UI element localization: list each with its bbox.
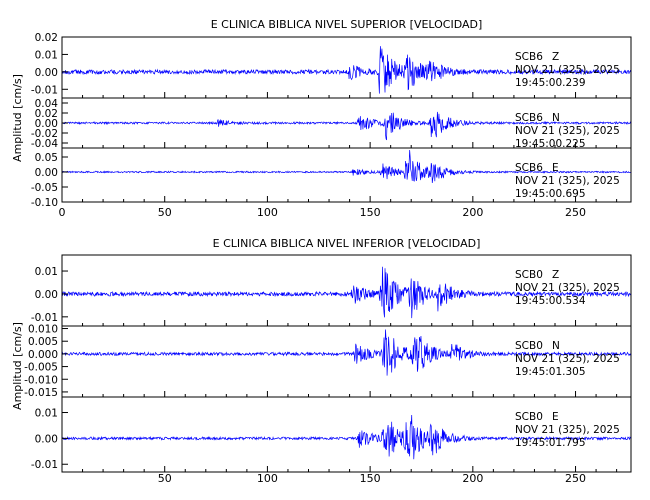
y-tick-label: -0.005 bbox=[24, 362, 58, 374]
record-time: 19:45:00.239 bbox=[515, 77, 586, 89]
x-tick-label: 100 bbox=[257, 206, 278, 219]
record-date: NOV 21 (325), 2025 bbox=[515, 64, 620, 76]
channel-component: Z bbox=[552, 51, 559, 63]
y-tick-label: 0.02 bbox=[35, 108, 58, 120]
waveform-scb0-z bbox=[61, 266, 632, 319]
y-tick-label: 0.01 bbox=[35, 408, 58, 420]
chart-title: E CLINICA BIBLICA NIVEL INFERIOR [VELOCI… bbox=[213, 237, 481, 250]
x-tick-label: 200 bbox=[462, 206, 483, 219]
x-tick-label: 250 bbox=[565, 472, 586, 485]
y-tick-label: 0.05 bbox=[35, 152, 58, 164]
chart-title: E CLINICA BIBLICA NIVEL SUPERIOR [VELOCI… bbox=[211, 18, 483, 31]
channel-component: E bbox=[552, 162, 559, 174]
x-tick-label: 100 bbox=[257, 472, 278, 485]
y-tick-label: 0.00 bbox=[35, 167, 58, 179]
channel-component: N bbox=[552, 112, 560, 124]
y-tick-label: -0.04 bbox=[31, 138, 58, 150]
channel-component: Z bbox=[552, 269, 559, 281]
record-time: 19:45:01.795 bbox=[515, 437, 586, 449]
record-time: 19:45:00.534 bbox=[515, 295, 586, 307]
station-code: SCB0 bbox=[515, 340, 543, 352]
record-time: 19:45:00.695 bbox=[515, 188, 586, 200]
waveform-scb0-n bbox=[61, 329, 632, 376]
y-tick-label: 0.005 bbox=[28, 336, 58, 348]
x-tick-label: 50 bbox=[158, 472, 172, 485]
y-tick-label: 0.00 bbox=[35, 118, 58, 130]
y-tick-label: 0.00 bbox=[35, 67, 58, 79]
waveform-scb6-n bbox=[61, 111, 632, 141]
y-tick-label: -0.015 bbox=[24, 387, 58, 399]
record-time: 19:45:01.305 bbox=[515, 366, 586, 378]
station-code: SCB0 bbox=[515, 411, 543, 423]
y-tick-label: -0.02 bbox=[31, 128, 58, 140]
x-tick-label: 0 bbox=[59, 206, 66, 219]
panel-frame bbox=[61, 396, 632, 473]
station-code: SCB6 bbox=[515, 51, 543, 63]
channel-component: N bbox=[552, 340, 560, 352]
y-axis-label: Amplitud [cm/s] bbox=[11, 322, 24, 410]
waveform-scb6-z bbox=[61, 46, 632, 94]
y-tick-label: -0.01 bbox=[31, 312, 58, 324]
record-date: NOV 21 (325), 2025 bbox=[515, 353, 620, 365]
record-date: NOV 21 (325), 2025 bbox=[515, 424, 620, 436]
y-tick-label: -0.10 bbox=[31, 197, 58, 209]
record-date: NOV 21 (325), 2025 bbox=[515, 282, 620, 294]
chart-group-2: E CLINICA BIBLICA NIVEL INFERIOR [VELOCI… bbox=[11, 237, 632, 485]
y-tick-label: 0.00 bbox=[35, 289, 58, 301]
y-tick-label: -0.01 bbox=[31, 84, 58, 96]
station-code: SCB6 bbox=[515, 112, 543, 124]
y-axis-label: Amplitud [cm/s] bbox=[11, 74, 24, 162]
y-tick-label: 0.010 bbox=[28, 324, 58, 336]
x-tick-label: 50 bbox=[158, 206, 172, 219]
panel-frame bbox=[61, 147, 632, 203]
station-code: SCB6 bbox=[515, 162, 543, 174]
station-code: SCB0 bbox=[515, 269, 543, 281]
waveform-scb0-e bbox=[61, 414, 632, 460]
record-time: 19:45:00.225 bbox=[515, 138, 586, 150]
record-date: NOV 21 (325), 2025 bbox=[515, 175, 620, 187]
waveform-scb6-e bbox=[61, 149, 632, 184]
y-tick-label: 0.04 bbox=[35, 98, 59, 110]
y-tick-label: -0.01 bbox=[31, 459, 58, 471]
chart-group-1: E CLINICA BIBLICA NIVEL SUPERIOR [VELOCI… bbox=[11, 18, 632, 219]
y-tick-label: 0.000 bbox=[28, 349, 58, 361]
x-tick-label: 250 bbox=[565, 206, 586, 219]
y-tick-label: 0.02 bbox=[35, 32, 58, 44]
record-date: NOV 21 (325), 2025 bbox=[515, 125, 620, 137]
y-tick-label: -0.05 bbox=[31, 182, 58, 194]
y-tick-label: 0.01 bbox=[35, 266, 58, 278]
y-tick-label: -0.010 bbox=[24, 374, 58, 386]
x-tick-label: 150 bbox=[360, 472, 381, 485]
x-tick-label: 150 bbox=[360, 206, 381, 219]
x-tick-label: 200 bbox=[462, 472, 483, 485]
y-tick-label: 0.01 bbox=[35, 49, 58, 61]
channel-component: E bbox=[552, 411, 559, 423]
y-tick-label: 0.00 bbox=[35, 433, 58, 445]
